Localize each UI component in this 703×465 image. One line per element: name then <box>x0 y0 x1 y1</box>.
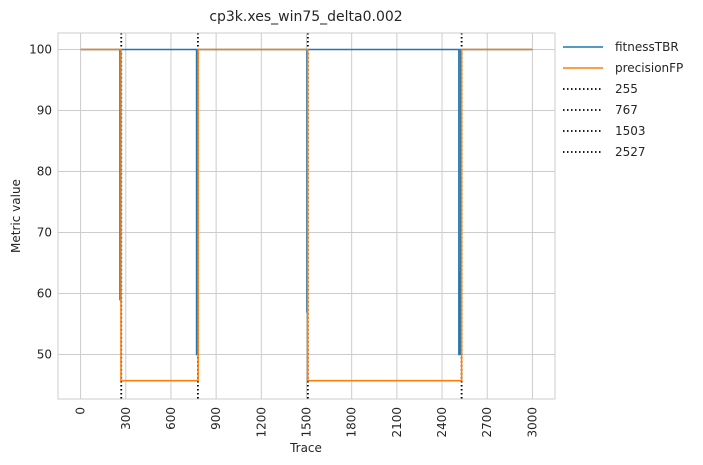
x-tick-label: 1200 <box>254 407 268 438</box>
x-axis-title: Trace <box>289 441 322 455</box>
legend-label-767: 767 <box>615 103 638 117</box>
x-tick-label: 300 <box>119 407 133 430</box>
x-tick-label: 3000 <box>525 407 539 438</box>
x-tick-label: 0 <box>74 407 88 415</box>
chart-title: cp3k.xes_win75_delta0.002 <box>209 9 402 25</box>
tick-labels: 0 300 600 900 1200 1500 1800 2100 2400 2700 3000 50… <box>29 42 539 437</box>
x-tick-label: 2100 <box>390 407 404 438</box>
legend-label-fitnessTBR: fitnessTBR <box>615 40 679 54</box>
y-tick-label: 50 <box>37 347 52 361</box>
legend-label-precisionFP: precisionFP <box>615 61 683 75</box>
legend: fitnessTBR precisionFP 255 767 1503 2527 <box>563 40 683 159</box>
x-tick-label: 2700 <box>480 407 494 438</box>
vertical-lines <box>120 33 463 399</box>
y-tick-label: 90 <box>37 103 52 117</box>
plot-frame <box>57 32 556 400</box>
series-line-fitnessTBR <box>80 48 533 356</box>
y-tick-label: 60 <box>37 286 52 300</box>
legend-label-255: 255 <box>615 82 638 96</box>
legend-label-1503: 1503 <box>615 124 646 138</box>
x-tick-label: 2400 <box>435 407 449 438</box>
x-tick-label: 900 <box>209 407 223 430</box>
y-tick-label: 70 <box>37 225 52 239</box>
series-line-precisionFP <box>80 48 533 382</box>
x-tick-label: 1500 <box>300 407 314 438</box>
x-tick-label: 1800 <box>345 407 359 438</box>
y-axis-title: Metric value <box>9 179 23 253</box>
series-lines <box>80 48 533 382</box>
y-tick-label: 100 <box>29 42 52 56</box>
x-tick-label: 600 <box>164 407 178 430</box>
y-tick-label: 80 <box>37 164 52 178</box>
legend-label-2527: 2527 <box>615 145 646 159</box>
